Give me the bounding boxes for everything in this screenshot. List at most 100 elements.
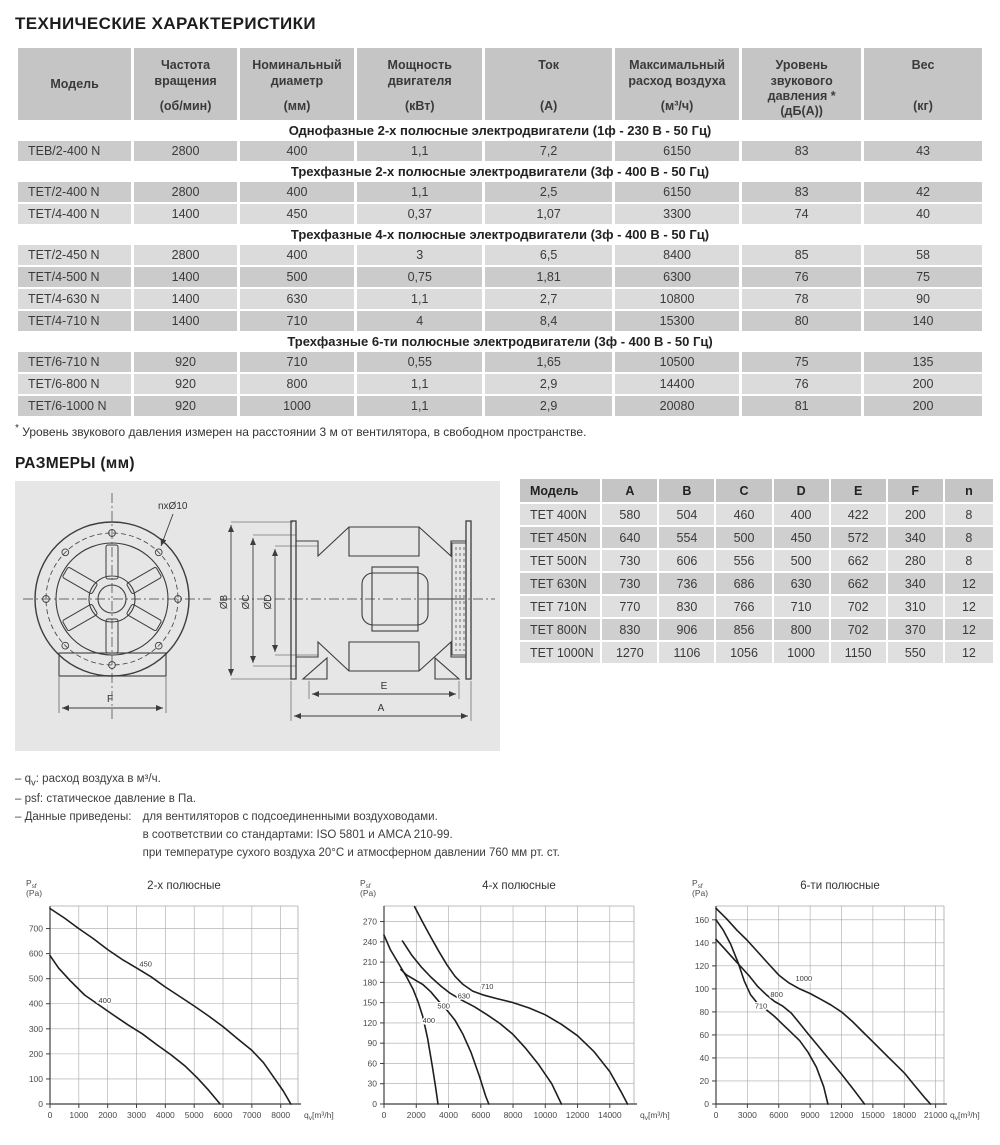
- x-axis-unit-label: qv[m³/h]: [640, 1110, 670, 1122]
- curve-label-450: 450: [139, 960, 152, 969]
- value-cell: 75: [742, 352, 862, 372]
- fan-curve-630: [401, 940, 563, 1106]
- value-cell: 76: [742, 267, 862, 287]
- page-title: ТЕХНИЧЕСКИЕ ХАРАКТЕРИСТИКИ: [15, 14, 317, 33]
- value-cell: 90: [864, 289, 982, 309]
- column-header: n: [944, 479, 993, 502]
- value-cell: 460: [716, 504, 772, 525]
- value-cell: 1056: [716, 642, 772, 663]
- table-row: TEB/2-400 N 2800 400 1,1 7,2 6150 83 43: [18, 141, 982, 161]
- x-tick-label: 6000: [769, 1110, 788, 1120]
- value-cell: 1,81: [485, 267, 612, 287]
- value-cell: 78: [742, 289, 862, 309]
- chart-svg: 0 20 40 60 80 100 120 140 160 0 3000 6000 9000 12000 1…: [692, 878, 980, 1122]
- footnote-mark: *: [15, 423, 19, 434]
- value-cell: 920: [134, 352, 237, 372]
- model-cell: TET 450N: [520, 527, 601, 548]
- table-row: TET/4-630 N 1400 630 1,1 2,7 10800 78 90: [18, 289, 982, 309]
- table-row: TET 710N 770 830 766 710 702 310 12: [520, 596, 993, 617]
- spec-footnote: * Уровень звукового давления измерен на …: [0, 418, 1000, 439]
- value-cell: 8: [944, 527, 993, 548]
- x-tick-label: 0: [382, 1110, 387, 1120]
- x-tick-label: 0: [48, 1110, 53, 1120]
- value-cell: 58: [864, 245, 982, 265]
- value-cell: 200: [864, 374, 982, 394]
- column-header: F: [887, 479, 943, 502]
- x-tick-label: 4000: [156, 1110, 175, 1120]
- value-cell: 10500: [614, 352, 740, 372]
- value-cell: 856: [716, 619, 772, 640]
- value-cell: 200: [887, 504, 943, 525]
- column-header: Максимальный расход воздуха (м³/ч): [614, 48, 740, 120]
- value-cell: 1,1: [357, 182, 483, 202]
- value-cell: 2,5: [485, 182, 612, 202]
- x-tick-label: 1000: [69, 1110, 88, 1120]
- model-cell: TET 500N: [520, 550, 601, 571]
- model-cell: TET 710N: [520, 596, 601, 617]
- value-cell: 662: [830, 550, 886, 571]
- table-row: TET/4-500 N 1400 500 0,75 1,81 6300 76 75: [18, 267, 982, 287]
- section-title: Трехфазные 6-ти полюсные электродвигател…: [18, 333, 982, 350]
- value-cell: 12: [944, 573, 993, 594]
- x-tick-label: 14000: [598, 1110, 622, 1120]
- value-cell: 15300: [614, 311, 740, 331]
- curve-label-500: 500: [437, 1002, 450, 1011]
- model-cell: TET 630N: [520, 573, 601, 594]
- value-cell: 662: [830, 573, 886, 594]
- x-tick-label: 12000: [830, 1110, 854, 1120]
- value-cell: 906: [659, 619, 715, 640]
- section-title: Трехфазные 2-х полюсные электродвигатели…: [18, 163, 982, 180]
- value-cell: 135: [864, 352, 982, 372]
- spec-table-grid: Модель Частота вращения (об/мин) Номинальны…: [15, 46, 985, 418]
- value-cell: 504: [659, 504, 715, 525]
- value-cell: 830: [602, 619, 658, 640]
- x-tick-label: 0: [714, 1110, 719, 1120]
- bolt-holes: [42, 529, 182, 669]
- table-row: TET 500N 730 606 556 500 662 280 8: [520, 550, 993, 571]
- value-cell: 450: [239, 204, 355, 224]
- x-tick-label: 7000: [242, 1110, 261, 1120]
- fan-curve-450: [49, 908, 292, 1106]
- value-cell: 310: [887, 596, 943, 617]
- value-cell: 556: [716, 550, 772, 571]
- section-title: Однофазные 2-х полюсные электродвигатели…: [18, 122, 982, 139]
- x-tick-label: 8000: [504, 1110, 523, 1120]
- value-cell: 340: [887, 573, 943, 594]
- x-tick-label: 4000: [439, 1110, 458, 1120]
- value-cell: 4: [357, 311, 483, 331]
- y-tick-label: 20: [700, 1076, 710, 1086]
- footnote-text: Уровень звукового давления измерен на ра…: [22, 425, 587, 439]
- column-header: Частота вращения (об/мин): [134, 48, 237, 120]
- y-tick-label: 240: [363, 937, 377, 947]
- value-cell: 710: [239, 352, 355, 372]
- value-cell: 702: [830, 619, 886, 640]
- model-cell: TET/2-450 N: [18, 245, 132, 265]
- y-tick-label: 270: [363, 917, 377, 927]
- value-cell: 43: [864, 141, 982, 161]
- value-cell: 3300: [614, 204, 740, 224]
- dimensions-title: РАЗМЕРЫ (мм): [15, 455, 135, 472]
- y-tick-label: 200: [29, 1049, 43, 1059]
- value-cell: 3: [357, 245, 483, 265]
- note-psf: – psf: статическое давление в Па.: [15, 793, 196, 806]
- value-cell: 12: [944, 642, 993, 663]
- note-data-label: – Данные приведены:: [15, 810, 135, 823]
- value-cell: 83: [742, 141, 862, 161]
- dim-C-label: ØC: [241, 595, 252, 610]
- column-header: Ток (А): [485, 48, 612, 120]
- value-cell: 8400: [614, 245, 740, 265]
- value-cell: 83: [742, 182, 862, 202]
- y-axis-unit-label-2: (Pa): [26, 888, 42, 898]
- x-axis-unit-label: qv[m³/h]: [304, 1110, 334, 1122]
- value-cell: 8,4: [485, 311, 612, 331]
- x-tick-label: 8000: [271, 1110, 290, 1120]
- column-header: E: [830, 479, 886, 502]
- y-tick-label: 120: [363, 1018, 377, 1028]
- dim-D-label: ØD: [263, 595, 274, 610]
- table-row: TET/6-800 N 920 800 1,1 2,9 14400 76 200: [18, 374, 982, 394]
- value-cell: 76: [742, 374, 862, 394]
- value-cell: 400: [239, 245, 355, 265]
- value-cell: 550: [887, 642, 943, 663]
- value-cell: 2800: [134, 141, 237, 161]
